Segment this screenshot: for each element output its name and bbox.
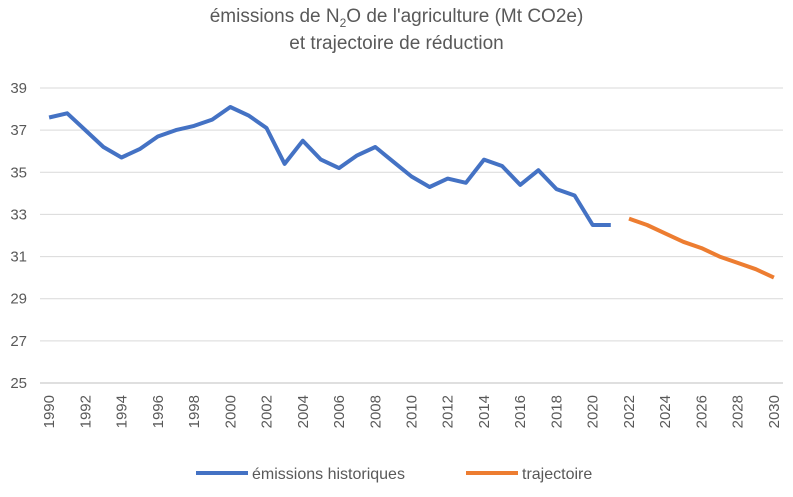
legend-label-2: trajectoire [522,466,592,483]
legend-label-1: émissions historiques [252,466,405,483]
series-line-1 [48,105,611,227]
series-line-2 [628,216,775,280]
y-tick-label: 39 [10,80,27,97]
y-tick-label: 27 [10,333,27,350]
x-tick-label: 1998 [186,395,203,428]
chart-subtitle: et trajectoire de réduction [289,33,504,54]
x-tick-label: 1992 [77,395,94,428]
x-tick-label: 1990 [41,395,58,428]
x-tick-label: 2004 [295,395,312,428]
x-tick-label: 2024 [657,395,674,428]
x-tick-label: 2008 [367,395,384,428]
x-tick-label: 1994 [114,395,131,428]
y-tick-label: 31 [10,249,27,266]
x-tick-label: 2018 [548,395,565,428]
y-tick-label: 37 [10,122,27,139]
x-tick-label: 2010 [404,395,421,428]
x-tick-label: 2022 [621,395,638,428]
y-tick-label: 25 [10,375,27,392]
x-tick-label: 2028 [730,395,747,428]
chart-title-part-1: émissions de N [209,6,340,27]
y-tick-label: 33 [10,206,27,223]
y-tick-label: 29 [10,291,27,308]
x-tick-label: 2014 [476,395,493,428]
x-tick-label: 2030 [766,395,783,428]
x-tick-label: 2016 [512,395,529,428]
x-tick-label: 2000 [222,395,239,428]
chart-title-part-2: O de l'agriculture (Mt CO2e) [346,6,584,27]
x-tick-label: 2020 [585,395,602,428]
x-tick-label: 2026 [693,395,710,428]
chart-title: émissions de N2O de l'agriculture (Mt CO… [0,6,793,30]
chart-title-subscript: 2 [339,15,347,30]
x-tick-label: 2006 [331,395,348,428]
x-tick-label: 2002 [259,395,276,428]
y-tick-label: 35 [10,164,27,181]
x-tick-label: 2012 [440,395,457,428]
x-tick-label: 1996 [150,395,167,428]
